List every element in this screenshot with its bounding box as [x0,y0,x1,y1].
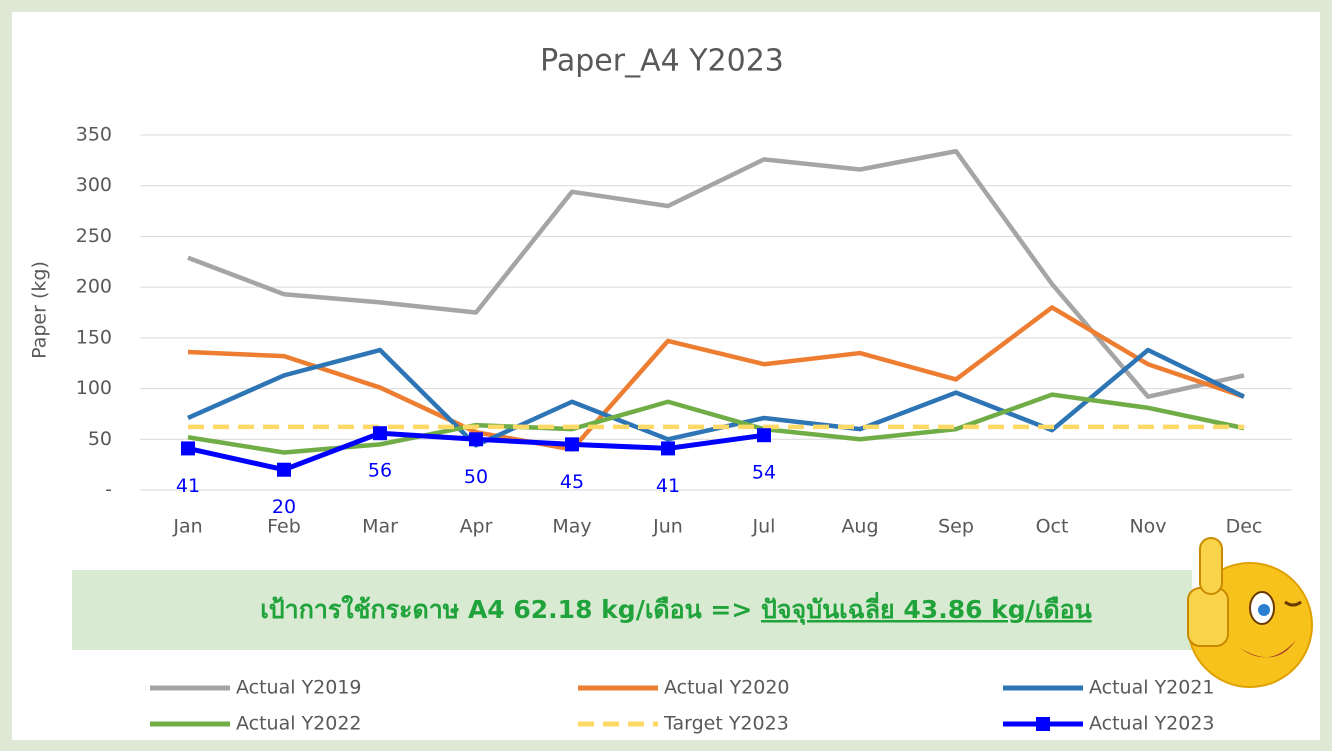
point-marker [277,462,291,477]
point-marker [181,441,195,456]
x-tick-label: Aug [841,516,878,538]
y-tick-label: 350 [76,124,112,146]
legend-label: Actual Y2019 [236,677,362,699]
thumbs-up-icon [1187,537,1313,688]
series-line [187,148,1245,399]
data-label: 50 [464,466,488,488]
annotation-target: เป้าการใช้กระดาษ A4 62.18 kg/เดือน => [260,594,752,624]
x-tick-label: Jul [752,516,776,538]
legend-marker [1036,717,1050,731]
data-label: 41 [176,475,200,497]
point-marker [565,437,579,452]
series-line [187,392,1245,455]
data-label: 56 [368,460,392,482]
y-tick-label: 150 [76,326,112,348]
x-tick-label: Feb [267,516,301,538]
y-tick-label: 200 [76,276,112,298]
legend-label: Target Y2023 [663,713,789,735]
x-tick-label: Nov [1129,516,1166,538]
series-line [187,305,1245,452]
point-marker [757,428,771,443]
annotation-current: ปัจจุบันเฉลี่ย 43.86 kg/เดือน [761,592,1092,626]
data-label: 45 [560,471,584,493]
y-tick-label: 50 [88,428,112,450]
chart-title: Paper_A4 Y2023 [540,44,784,79]
x-tick-label: Apr [460,516,493,538]
x-tick-label: Sep [938,516,974,538]
legend-label: Actual Y2023 [1089,713,1215,735]
data-label: 41 [656,475,680,497]
annotation-box [72,570,1192,650]
point-marker [373,426,387,441]
point-marker [661,441,675,456]
x-tick-label: May [552,516,591,538]
y-tick-label: 300 [76,174,112,196]
x-tick-label: Jun [652,516,683,538]
y-tick-label: 250 [76,225,112,247]
legend-label: Actual Y2022 [236,713,362,735]
annotation: เป้าการใช้กระดาษ A4 62.18 kg/เดือน => ปั… [260,592,1091,626]
x-tick-label: Mar [362,516,398,538]
data-label: 20 [272,496,296,518]
legend-label: Actual Y2020 [664,677,790,699]
x-tick-label: Dec [1226,516,1263,538]
legend-label: Actual Y2021 [1089,677,1215,699]
y-tick-label: 100 [76,377,112,399]
data-label: 54 [752,462,776,484]
x-tick-label: Jan [172,516,202,538]
y-tick-label: - [105,479,112,501]
point-marker [469,432,483,447]
y-axis-label: Paper (kg) [29,261,51,359]
x-tick-label: Oct [1036,516,1069,538]
